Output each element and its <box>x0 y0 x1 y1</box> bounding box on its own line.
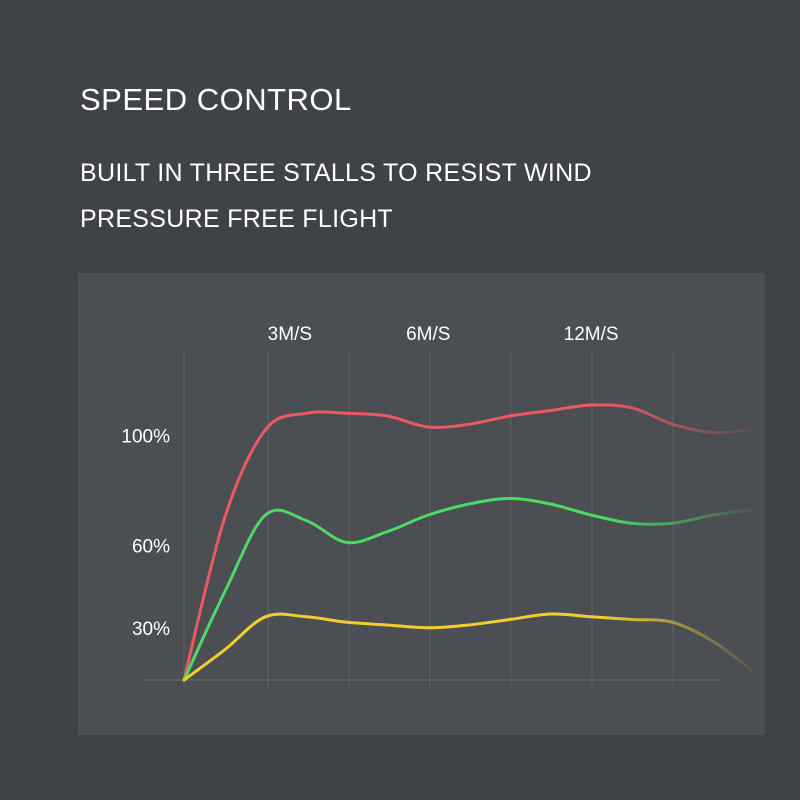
grid-layer <box>183 352 674 690</box>
x-tick-label: 12M/S <box>564 324 619 345</box>
subtitle-line-1: BUILT IN THREE STALLS TO RESIST WIND <box>80 159 592 187</box>
y-tick-label: 30% <box>132 619 170 640</box>
series-line-0 <box>182 403 756 682</box>
label-layer: 3M/S 6M/S 12M/S 100% 60% 30% <box>121 324 618 640</box>
series-line-1 <box>182 497 756 682</box>
subtitle-line-2: PRESSURE FREE FLIGHT <box>80 205 393 233</box>
x-tick-label: 6M/S <box>406 324 450 345</box>
x-tick-label: 3M/S <box>268 324 312 345</box>
page-title: SPEED CONTROL <box>80 82 352 117</box>
y-tick-label: 100% <box>121 426 170 447</box>
series-layer <box>182 403 756 682</box>
series-line-2 <box>182 612 756 682</box>
page-subtitle: BUILT IN THREE STALLS TO RESIST WIND PRE… <box>80 150 592 242</box>
y-tick-label: 60% <box>132 536 170 557</box>
